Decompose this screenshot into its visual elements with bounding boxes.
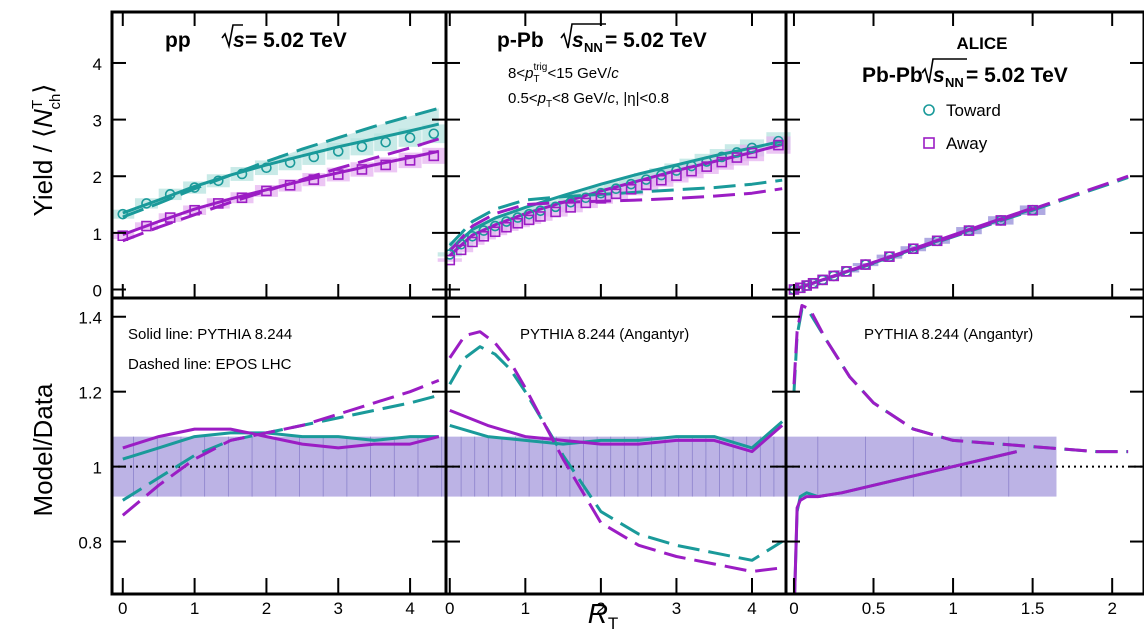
assoc-pt-label: 0.5<pT<8 GeV/c, |η|<0.8 <box>508 90 669 110</box>
x-tick-label: 0 <box>118 599 127 618</box>
svg-text:s: s <box>572 29 584 52</box>
bottom-y-tick-label: 1.4 <box>78 309 102 328</box>
svg-text:NN: NN <box>584 40 603 55</box>
top-y-tick-label: 2 <box>93 168 102 187</box>
x-tick-label: 1 <box>521 599 530 618</box>
legend-away-label: Away <box>946 134 988 153</box>
ppb-model-note: PYTHIA 8.244 (Angantyr) <box>520 326 689 343</box>
legend-toward-label: Toward <box>946 101 1001 120</box>
x-tick-label: 1 <box>948 599 957 618</box>
solid-line-note: Solid line: PYTHIA 8.244 <box>128 326 292 343</box>
x-tick-label: 4 <box>405 599 414 618</box>
svg-text:= 5.02 TeV: = 5.02 TeV <box>245 29 347 52</box>
pp-sqrt-s: s = 5.02 TeV <box>222 25 347 52</box>
x-tick-label: 2 <box>262 599 271 618</box>
x-tick-label: 0.5 <box>862 599 886 618</box>
svg-text:NN: NN <box>945 75 964 90</box>
pbpb-system-label: Pb-Pb <box>862 64 923 87</box>
bottom-y-tick-label: 1 <box>93 459 102 478</box>
epos-away-line <box>794 176 1128 289</box>
top-y-tick-label: 3 <box>93 112 102 131</box>
alice-label: ALICE <box>957 34 1008 53</box>
dashed-line-note: Dashed line: EPOS LHC <box>128 356 292 373</box>
x-axis-title: RT <box>588 598 619 632</box>
x-tick-label: 2 <box>1107 599 1116 618</box>
top-curves-2 <box>794 176 1128 289</box>
svg-text:s: s <box>933 64 945 87</box>
svg-text:s: s <box>233 29 245 52</box>
ppb-system-label: p-Pb <box>497 29 544 52</box>
x-tick-label: 4 <box>747 599 756 618</box>
svg-text:= 5.02 TeV: = 5.02 TeV <box>605 29 707 52</box>
x-tick-label: 0 <box>789 599 798 618</box>
legend: Toward Away <box>924 101 1001 153</box>
top-y-tick-label: 1 <box>93 225 102 244</box>
ppb-sqrt-snn: s NN = 5.02 TeV <box>561 24 707 55</box>
bottom-y-tick-label: 0.8 <box>78 534 102 553</box>
legend-away-marker <box>924 138 934 148</box>
x-tick-label: 1.5 <box>1021 599 1045 618</box>
top-y-axis-title: Yield / ⟨NTch⟩ <box>28 84 64 217</box>
bottom-y-axis-title: Model/Data <box>28 383 58 516</box>
legend-toward-marker <box>924 105 934 115</box>
x-tick-label: 3 <box>334 599 343 618</box>
pbpb-model-note: PYTHIA 8.244 (Angantyr) <box>864 326 1033 343</box>
bottom-y-tick-label: 1.2 <box>78 384 102 403</box>
pbpb-sqrt-snn: s NN = 5.02 TeV <box>922 59 1068 90</box>
pp-system-label: pp <box>165 29 191 52</box>
top-y-tick-label: 4 <box>93 55 102 74</box>
svg-text:= 5.02 TeV: = 5.02 TeV <box>966 64 1068 87</box>
top-y-tick-label: 0 <box>93 282 102 301</box>
x-tick-label: 3 <box>672 599 681 618</box>
x-tick-label: 1 <box>190 599 199 618</box>
x-tick-label: 0 <box>445 599 454 618</box>
sys-box-away <box>422 148 445 164</box>
